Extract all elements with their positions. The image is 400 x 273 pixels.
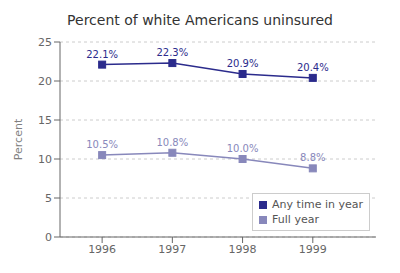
svg-text:15: 15 [38, 114, 52, 127]
svg-text:10.5%: 10.5% [86, 139, 118, 150]
svg-text:25: 25 [38, 36, 52, 49]
svg-text:20: 20 [38, 75, 52, 88]
svg-text:8.8%: 8.8% [300, 152, 325, 163]
html-text:Percent of white Americans uni: Percent of white Americans uninsured [67, 12, 333, 28]
svg-text:1998: 1998 [229, 243, 257, 256]
svg-text:1996: 1996 [88, 243, 116, 256]
svg-text:5: 5 [45, 192, 52, 205]
svg-text:22.1%: 22.1% [86, 49, 118, 60]
html-text:Full year: Full year [272, 213, 319, 226]
svg-text:10.8%: 10.8% [156, 137, 188, 148]
svg-text:22.3%: 22.3% [156, 47, 188, 58]
svg-text:Percent: Percent [12, 118, 25, 160]
html-text:Any time in year: Any time in year [272, 198, 363, 211]
svg-text:20.9%: 20.9% [227, 58, 259, 69]
svg-text:1997: 1997 [158, 243, 186, 256]
svg-text:10.0%: 10.0% [227, 143, 259, 154]
svg-text:1999: 1999 [299, 243, 327, 256]
svg-text:0: 0 [45, 231, 52, 244]
svg-text:10: 10 [38, 153, 52, 166]
svg-text:20.4%: 20.4% [297, 62, 329, 73]
